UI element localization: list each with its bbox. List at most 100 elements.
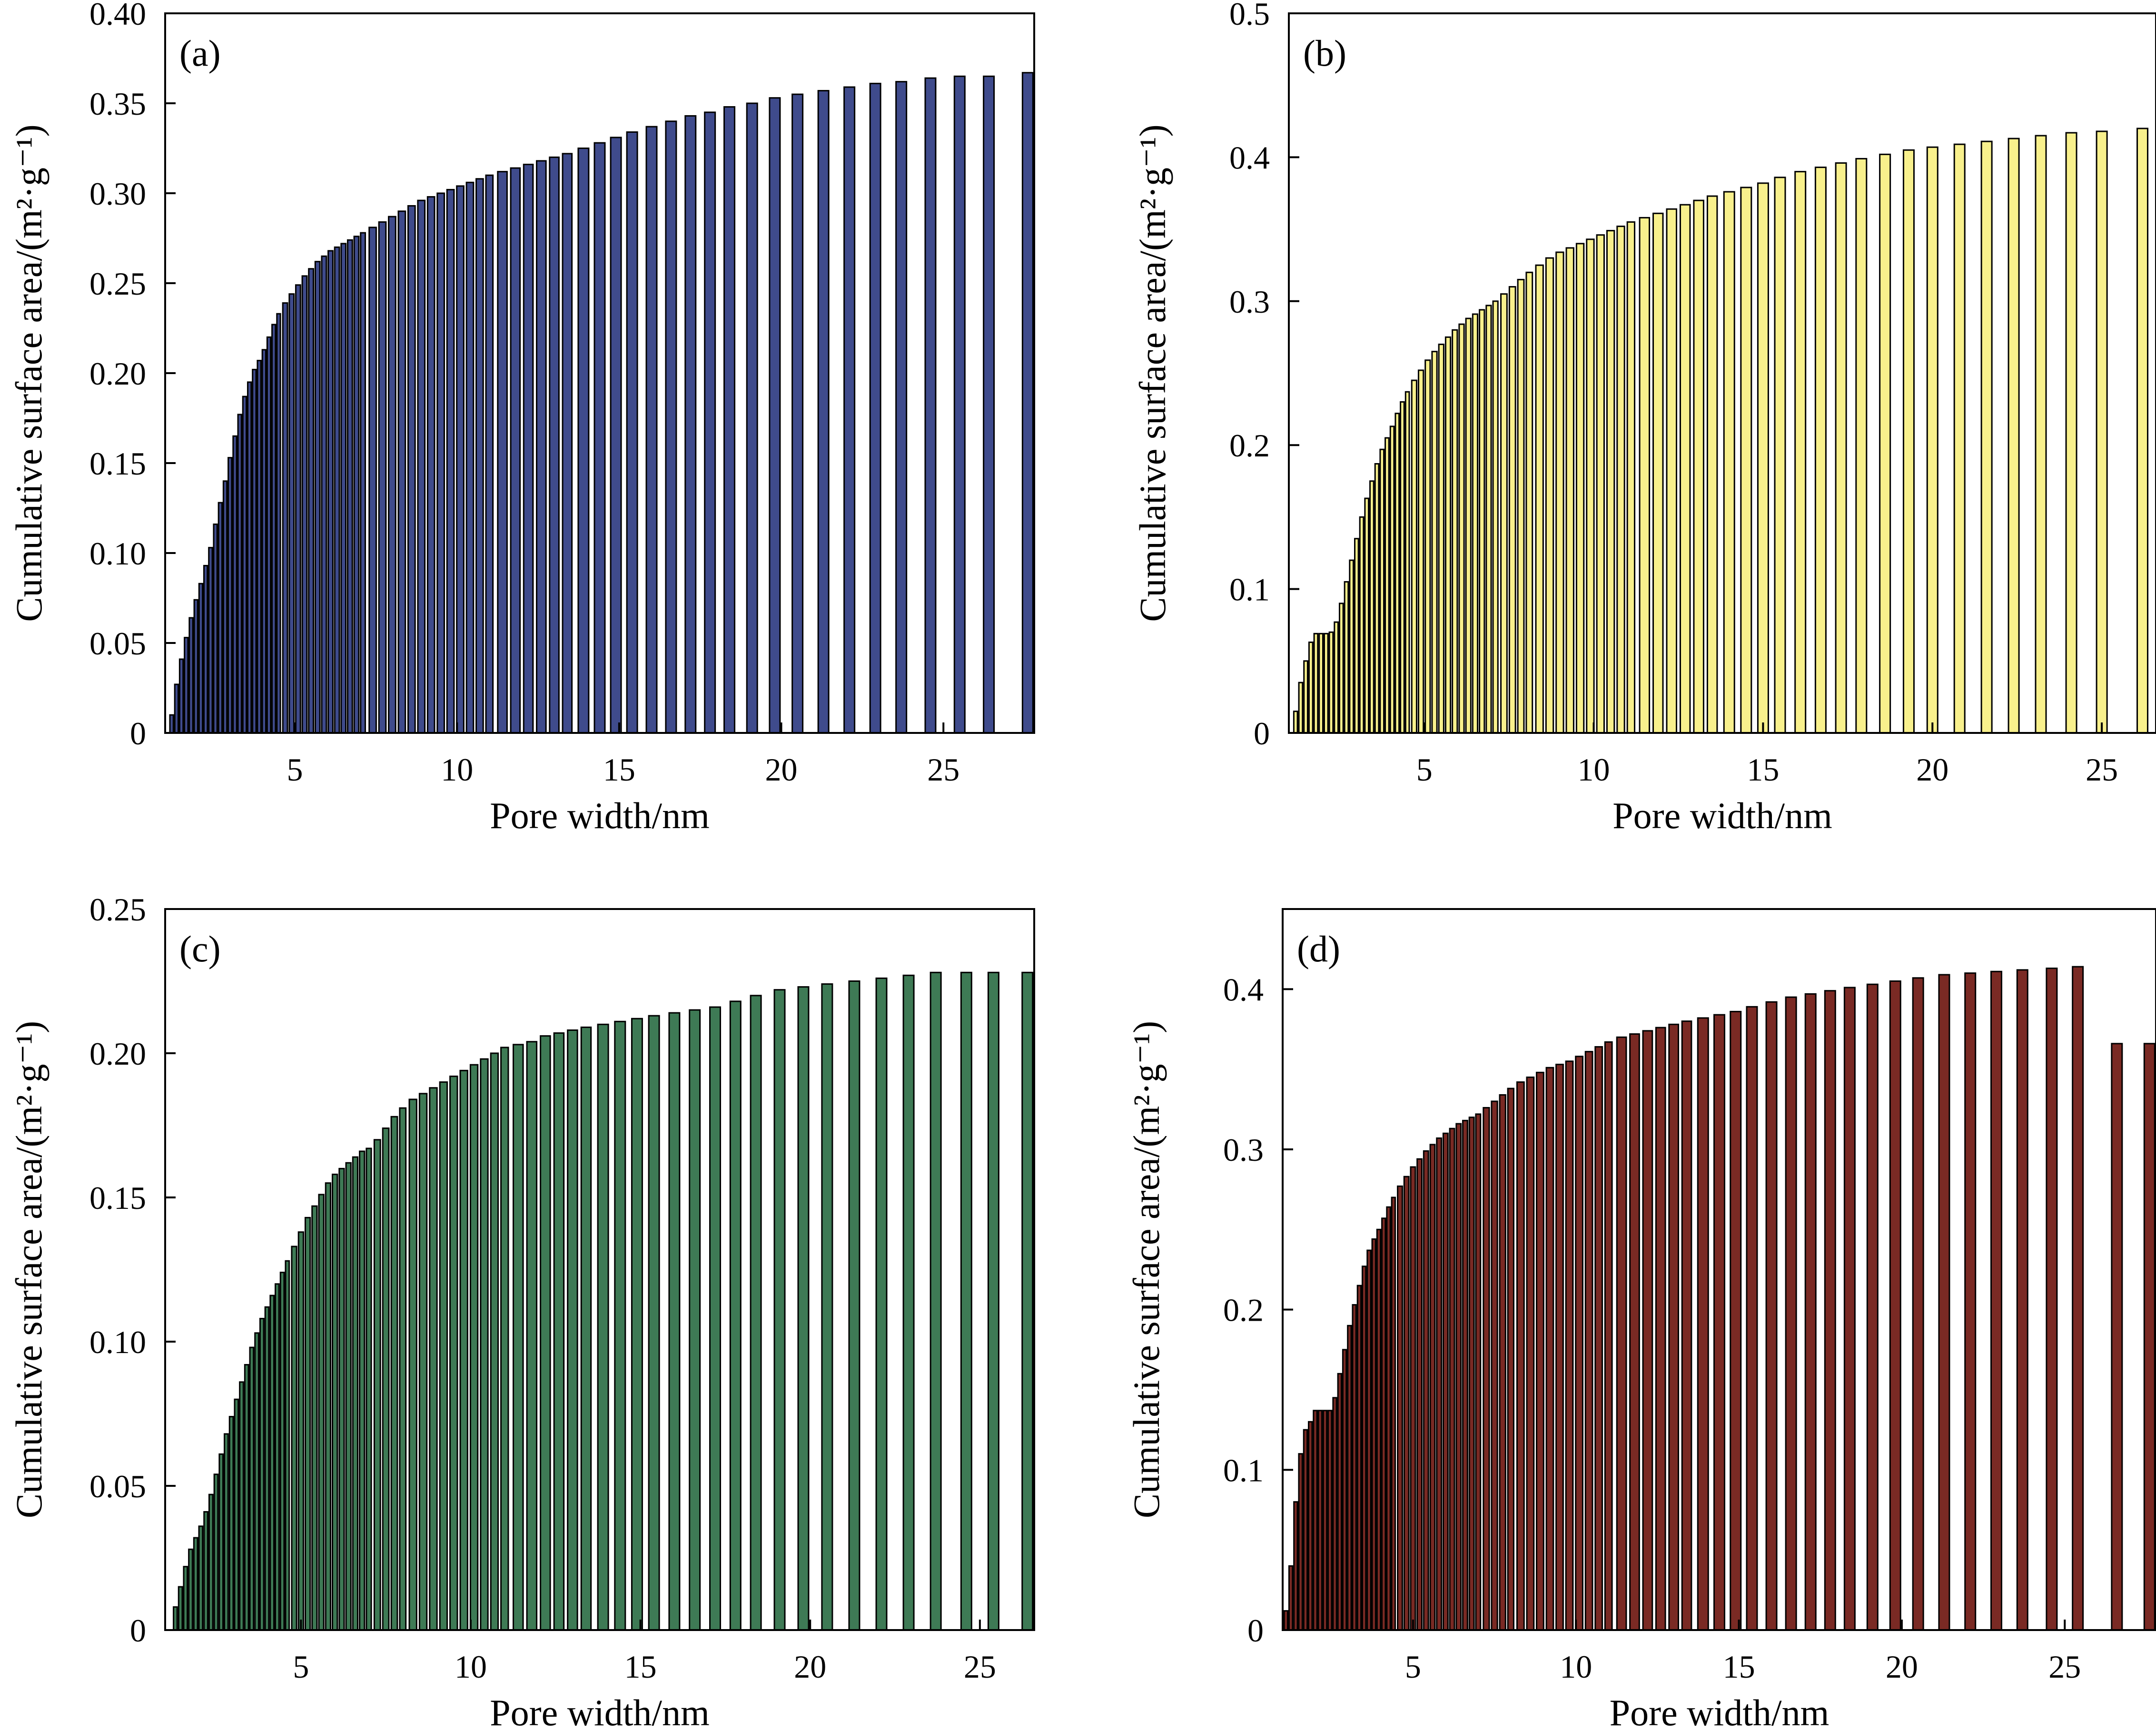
bar	[1990, 970, 2002, 1631]
bar	[1442, 1132, 1449, 1631]
bar	[1322, 1410, 1328, 1631]
bar	[689, 1009, 701, 1631]
bar	[1774, 177, 1786, 734]
bar	[257, 360, 262, 734]
bar	[1389, 425, 1395, 734]
panel-label: (b)	[1303, 32, 1346, 74]
x-axis-label: Pore width/nm	[1612, 795, 1832, 836]
bar	[1293, 711, 1298, 734]
bar	[193, 599, 198, 734]
y-tick-label: 0.10	[89, 1324, 146, 1360]
bar	[1642, 1030, 1653, 1631]
bar	[264, 1306, 270, 1631]
bar	[276, 313, 281, 734]
bar	[1379, 448, 1385, 734]
x-tick-label: 10	[1578, 751, 1610, 788]
bar	[1356, 1285, 1362, 1631]
bar	[983, 75, 995, 734]
bar	[446, 188, 455, 734]
bar	[228, 1416, 234, 1631]
bar-series	[173, 971, 1034, 1631]
bar	[407, 205, 416, 734]
bar	[1740, 187, 1752, 734]
bar	[208, 547, 213, 734]
bar	[930, 971, 942, 1631]
plot-frame	[1282, 908, 2156, 1631]
y-tick-label: 0.25	[89, 266, 146, 302]
bar	[1639, 217, 1651, 734]
bar	[340, 243, 347, 734]
bar	[1594, 1046, 1603, 1631]
bar	[1364, 497, 1370, 734]
bar	[1604, 1041, 1613, 1631]
bar	[1479, 309, 1485, 734]
bar	[397, 210, 406, 734]
x-tick-label: 20	[794, 1649, 826, 1685]
bar	[1517, 278, 1525, 734]
bar	[1855, 158, 1868, 734]
bar	[597, 1023, 609, 1631]
bar	[1288, 1565, 1294, 1631]
bar	[1313, 633, 1319, 734]
bar	[459, 1069, 468, 1631]
bar	[1586, 238, 1595, 734]
x-tick-label: 20	[765, 751, 798, 788]
y-tick-label: 0.1	[1229, 572, 1270, 608]
bar	[184, 637, 189, 734]
bar	[237, 414, 242, 734]
bar	[449, 1075, 458, 1631]
bar	[2136, 128, 2149, 734]
bar	[1926, 146, 1938, 734]
bar	[1349, 559, 1355, 734]
bar	[382, 1127, 390, 1631]
bar	[239, 1381, 244, 1631]
bar	[1303, 1429, 1308, 1631]
chart-panel-3: 0 0.05 0.10 0.15 0.20 0.25 5 10 15 20 25 Pore width…	[8, 891, 1035, 1730]
chart-panel-1: 0 0.05 0.10 0.15 0.20 0.25 0.30 0.35 0.40 5 10 15 20…	[8, 0, 1035, 836]
bar	[773, 989, 786, 1631]
bar	[1765, 1001, 1778, 1631]
bar	[1794, 171, 1807, 734]
bar	[1485, 305, 1492, 734]
bar	[1902, 149, 1915, 734]
bar	[1303, 660, 1308, 734]
bar	[1410, 1166, 1416, 1631]
bar	[373, 1139, 381, 1631]
bar	[843, 86, 856, 734]
bar	[1354, 538, 1359, 734]
bar	[1462, 1119, 1468, 1631]
bar	[269, 1295, 275, 1631]
x-tick-label: 15	[603, 751, 635, 788]
bar	[456, 185, 465, 734]
bar	[869, 82, 881, 734]
bar	[198, 1525, 204, 1631]
bar	[227, 457, 233, 734]
bar	[259, 1318, 265, 1631]
y-tick-label: 0.3	[1229, 284, 1270, 320]
bar	[1912, 977, 1924, 1631]
bar	[1337, 1373, 1343, 1631]
bar	[178, 658, 184, 734]
bar	[817, 90, 830, 734]
bar	[1679, 204, 1691, 734]
x-tick-label: 15	[1747, 751, 1779, 788]
x-tick-label: 20	[1916, 751, 1948, 788]
bar	[567, 1029, 578, 1631]
bar	[1431, 351, 1438, 734]
bar	[2008, 138, 2020, 734]
bar	[645, 126, 658, 734]
bar	[222, 480, 228, 734]
bar	[327, 250, 334, 734]
bar	[1338, 603, 1344, 734]
bar	[288, 293, 295, 734]
bar	[234, 1398, 239, 1631]
x-tick-label: 25	[964, 1649, 996, 1685]
bar	[247, 381, 252, 734]
bar	[1681, 1020, 1692, 1631]
y-axis-label: Cumulative surface area/(m²·g⁻¹)	[1126, 1021, 1167, 1518]
bar	[178, 1586, 183, 1631]
bar	[282, 302, 288, 734]
bar	[723, 106, 736, 734]
bar	[1584, 1051, 1593, 1631]
bar	[769, 97, 781, 734]
